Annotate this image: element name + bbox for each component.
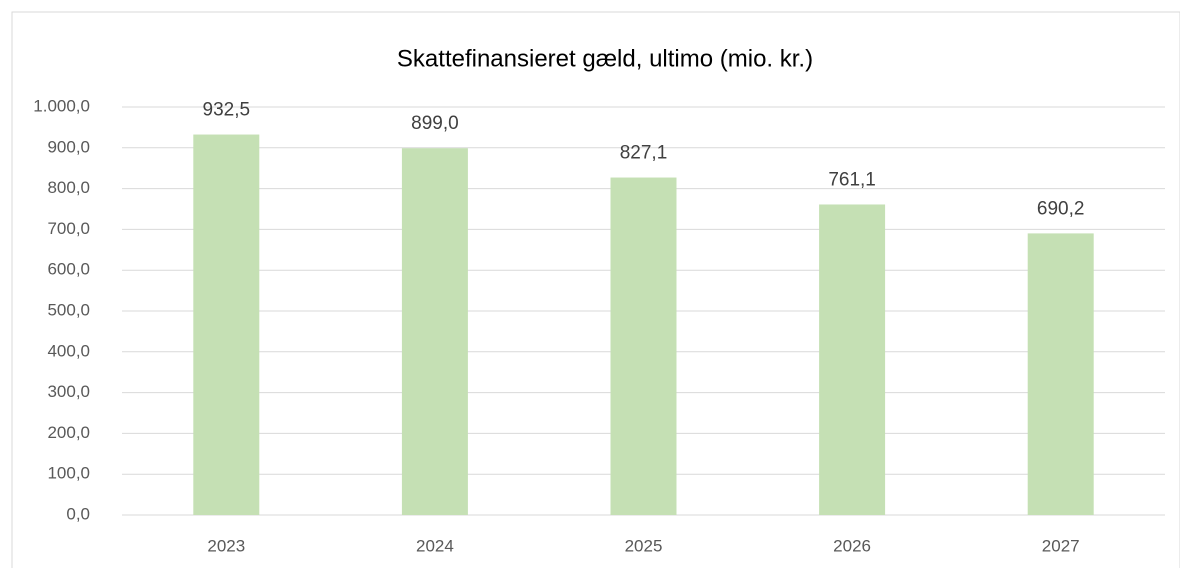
bar [401, 148, 468, 515]
data-label: 690,2 [1037, 198, 1085, 219]
data-label: 932,5 [203, 100, 251, 121]
chart-border [11, 11, 1180, 568]
bar [610, 177, 677, 515]
y-tick-label: 800,0 [47, 178, 90, 197]
data-label: 899,0 [411, 113, 459, 134]
y-tick-label: 1.000,0 [33, 96, 90, 115]
data-label: 761,1 [828, 169, 876, 190]
x-tick-label: 2024 [416, 536, 454, 555]
bar [193, 134, 260, 516]
y-tick-label: 200,0 [47, 423, 90, 442]
data-label: 827,1 [620, 143, 668, 164]
y-tick-label: 900,0 [47, 137, 90, 156]
y-tick-label: 400,0 [47, 341, 90, 360]
y-tick-label: 700,0 [47, 219, 90, 238]
y-tick-label: 600,0 [47, 260, 90, 279]
chart-title: Skattefinansieret gæld, ultimo (mio. kr.… [397, 45, 813, 72]
y-tick-label: 0,0 [66, 504, 90, 523]
bar [1027, 233, 1094, 515]
y-tick-label: 100,0 [47, 464, 90, 483]
x-tick-label: 2025 [625, 536, 663, 555]
x-tick-label: 2023 [207, 536, 245, 555]
y-tick-label: 500,0 [47, 300, 90, 319]
x-tick-label: 2027 [1042, 536, 1080, 555]
x-tick-label: 2026 [833, 536, 871, 555]
bar [819, 204, 886, 516]
y-tick-label: 300,0 [47, 382, 90, 401]
